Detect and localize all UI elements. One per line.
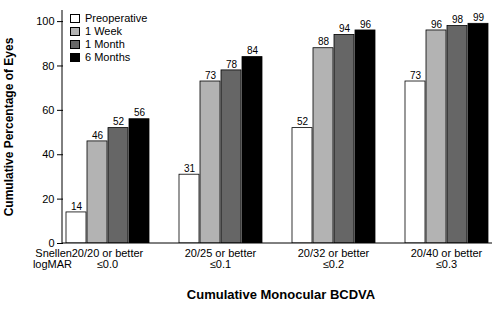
html-text:1 Month: 1 Month bbox=[85, 38, 125, 50]
svg-text:Snellen: Snellen bbox=[35, 247, 72, 259]
svg-text:20/40 or better≤0.3: 20/40 or better≤0.3 bbox=[411, 247, 483, 270]
html-text:Preoperative: Preoperative bbox=[85, 12, 148, 24]
svg-text:40: 40 bbox=[42, 148, 54, 160]
svg-text:20/32 or better≤0.2: 20/32 or better≤0.2 bbox=[298, 247, 370, 270]
svg-text:20: 20 bbox=[42, 193, 54, 205]
svg-text:52: 52 bbox=[297, 116, 309, 127]
svg-text:logMAR: logMAR bbox=[33, 258, 72, 270]
svg-text:56: 56 bbox=[134, 107, 146, 118]
svg-text:94: 94 bbox=[339, 23, 351, 34]
svg-text:96: 96 bbox=[431, 19, 443, 30]
svg-text:20/25 or better≤0.1: 20/25 or better≤0.1 bbox=[185, 247, 257, 270]
svg-text:88: 88 bbox=[318, 36, 330, 47]
svg-text:78: 78 bbox=[226, 59, 238, 70]
svg-text:60: 60 bbox=[42, 104, 54, 116]
html-text:1 Week: 1 Week bbox=[85, 25, 123, 37]
svg-text:0: 0 bbox=[48, 237, 55, 249]
svg-text:96: 96 bbox=[360, 19, 372, 30]
svg-text:31: 31 bbox=[184, 163, 196, 174]
svg-text:80: 80 bbox=[42, 59, 54, 71]
svg-text:14: 14 bbox=[71, 201, 83, 212]
svg-text:46: 46 bbox=[92, 130, 104, 141]
svg-text:20/20 or better≤0.0: 20/20 or better≤0.0 bbox=[72, 247, 144, 270]
svg-text:52: 52 bbox=[113, 116, 125, 127]
svg-text:Cumulative Percentage of Eyes: Cumulative Percentage of Eyes bbox=[2, 37, 16, 216]
html-text:6 Months: 6 Months bbox=[85, 51, 131, 63]
svg-text:100: 100 bbox=[36, 15, 54, 27]
svg-text:99: 99 bbox=[473, 12, 485, 23]
html-text:Cumulative Monocular BCDVA: Cumulative Monocular BCDVA bbox=[186, 287, 376, 302]
svg-text:84: 84 bbox=[247, 45, 259, 56]
svg-text:73: 73 bbox=[410, 70, 422, 81]
svg-text:98: 98 bbox=[452, 14, 464, 25]
svg-text:73: 73 bbox=[205, 70, 217, 81]
